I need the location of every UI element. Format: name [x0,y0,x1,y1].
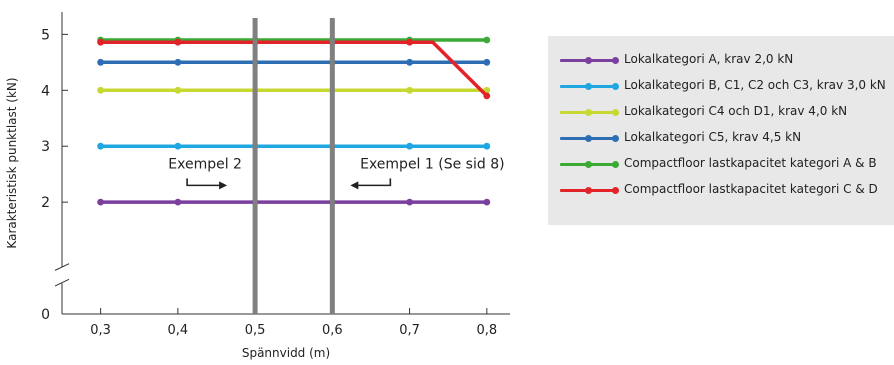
legend-label: Compactfloor lastkapacitet kategori A & … [624,156,877,170]
data-point [406,58,413,66]
axis-break-mark [54,263,70,271]
data-point [483,142,491,150]
legend-entry: Lokalkategori C5, krav 4,5 kN [548,128,894,148]
legend-marker [585,83,592,90]
data-point [406,142,413,150]
data-point [174,86,182,94]
data-point [406,38,413,46]
x-tick-label: 0,8 [476,323,497,338]
arrow-head [219,181,228,190]
x-tick-label: 0,4 [168,323,189,338]
legend-marker [585,135,592,142]
legend-label: Lokalkategori B, C1, C2 och C3, krav 3,0… [624,78,886,92]
legend-marker [585,57,592,64]
axis-break-mark [54,278,70,287]
legend-marker [612,83,619,90]
legend-marker [612,57,619,64]
data-point [483,36,491,44]
legend-marker [612,109,619,116]
data-point [97,38,104,46]
x-tick-label: 0,3 [90,323,111,338]
legend-label: Lokalkategori C4 och D1, krav 4,0 kN [624,104,848,118]
legend-marker [612,187,619,194]
legend-marker [585,187,592,194]
legend-marker [585,161,592,168]
data-point [174,198,182,206]
data-point [174,58,182,66]
legend-marker [612,135,619,142]
data-point [97,86,104,94]
legend-label: Lokalkategori C5, krav 4,5 kN [624,130,802,144]
annotation-label: Exempel 2 [168,157,242,173]
data-point [174,38,182,46]
x-tick-label: 0,7 [399,323,420,338]
data-point [97,198,104,206]
data-point [483,92,491,100]
y-axis-label: Karakteristisk punktlast (kN) [5,77,19,248]
x-tick-label: 0,5 [245,323,266,338]
legend-entry: Lokalkategori A, krav 2,0 kN [548,50,894,70]
legend-entry: Lokalkategori B, C1, C2 och C3, krav 3,0… [548,76,894,96]
legend-label: Compactfloor lastkapacitet kategori C & … [624,182,878,196]
annotation-arrow [354,178,392,187]
legend-label: Lokalkategori A, krav 2,0 kN [624,52,794,66]
data-point [483,58,491,66]
annotation-label: Exempel 1 (Se sid 8) [360,157,504,173]
legend-entry: Compactfloor lastkapacitet kategori C & … [548,180,894,200]
y-tick-label: 4 [41,83,50,99]
annotation-arrow [186,178,226,187]
data-point [97,58,104,66]
series-line [98,40,489,98]
y-tick-label: 0 [41,307,50,323]
legend-entry: Lokalkategori C4 och D1, krav 4,0 kN [548,102,894,122]
data-point [406,198,413,206]
annotations: Exempel 2 Exempel 1 (Se sid 8) [168,157,505,190]
axes: 0 2 3 4 5 0,3 0,4 0,5 0,6 0,7 0,8 [41,12,510,338]
axis-labels: Spännvidd (m) Karakteristisk punktlast (k… [5,77,330,360]
data-point [97,142,104,150]
legend-marker [612,161,619,168]
data-point [483,198,491,206]
x-tick-label: 0,6 [322,323,343,338]
x-axis-label: Spännvidd (m) [242,346,330,360]
y-tick-label: 2 [41,195,50,211]
arrow-head [350,181,359,190]
reference-lines [252,18,335,314]
y-tick-label: 5 [41,27,50,43]
series-lines [97,36,491,206]
data-point [174,142,182,150]
y-tick-label: 3 [41,139,50,155]
legend-marker [585,109,592,116]
legend-entry: Compactfloor lastkapacitet kategori A & … [548,154,894,174]
legend: Lokalkategori A, krav 2,0 kN Lokalkategor… [548,36,894,225]
data-point [406,86,413,94]
